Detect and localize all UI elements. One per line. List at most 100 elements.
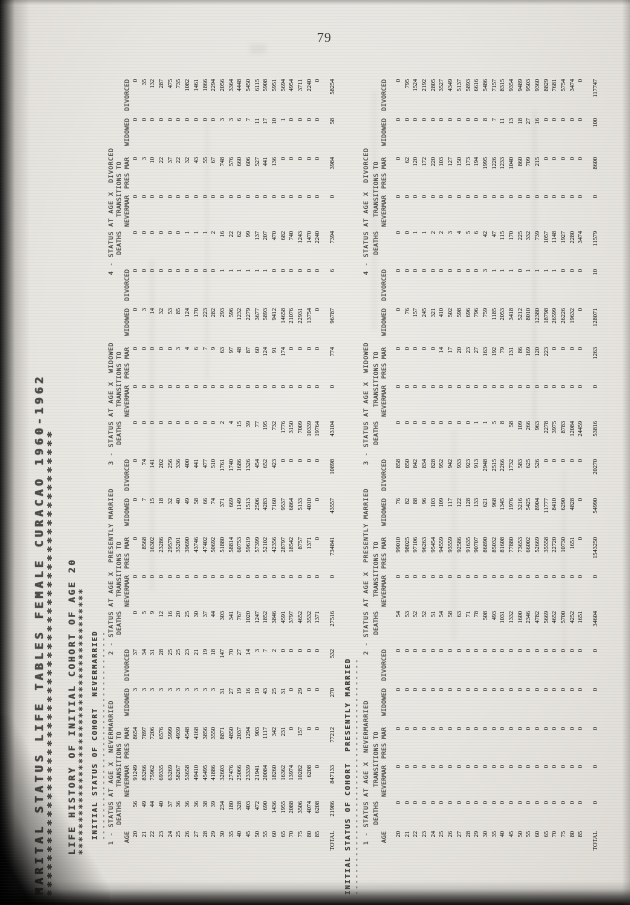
total-cell: 0 [591, 385, 599, 389]
table-cell: 0 [395, 575, 402, 579]
table-cell: 0 [568, 269, 576, 273]
table-cell: 0 [490, 575, 498, 579]
table-cell: 0 [429, 269, 437, 273]
table-cell: 2053 [499, 308, 507, 321]
table-cell: 0 [166, 118, 174, 122]
table-cell: 0 [395, 385, 402, 389]
table-cell: 0 [447, 195, 455, 199]
table-cell: 0 [577, 765, 585, 769]
table-cell: 0 [534, 649, 541, 653]
table-cell: 0 [395, 727, 402, 731]
table-cell: 7206 [149, 727, 157, 740]
total-cell: 0 [591, 765, 599, 769]
widowed-column-header: WIDOWED [124, 308, 131, 336]
table-cell: 73653 [516, 537, 524, 553]
table-cell: 67 [210, 157, 218, 164]
table-cell: 120 [412, 157, 420, 167]
table-cell: 0 [464, 649, 472, 653]
table-cell: 91635 [464, 537, 472, 553]
table-cell: 192 [490, 347, 498, 357]
table-cell: 0 [507, 195, 515, 199]
table-cell: 14 [244, 649, 252, 656]
widowed-column-header: WIDOWED [381, 688, 388, 716]
table-cell: 0 [499, 649, 507, 653]
table-cell: 0 [158, 347, 166, 351]
table-cell: 0 [262, 575, 270, 579]
table-cell: 0 [253, 385, 261, 389]
table-cell: 3 [175, 688, 183, 692]
table-cell: 0 [429, 765, 437, 769]
table-cell: 0 [297, 385, 305, 389]
table-cell: 17 [447, 347, 455, 354]
deaths-column-header: DEATHS [116, 611, 123, 635]
table-cell: 0 [577, 459, 585, 463]
table-cell: 5450 [244, 79, 252, 92]
table-cell: 6 [236, 118, 244, 122]
table-cell: 625 [525, 459, 533, 469]
table-cell: 0 [314, 727, 322, 731]
table-cell: 0 [279, 575, 287, 579]
table-cell: 0 [577, 537, 585, 541]
table-cell: 5212 [516, 308, 524, 321]
table-cell: 23 [464, 347, 472, 354]
table-cell: 0 [551, 688, 559, 692]
table-cell: 58 [192, 498, 200, 505]
total-cell: 0 [591, 727, 599, 731]
table-cell: 1 [262, 269, 270, 273]
table-cell: 454 [253, 459, 261, 469]
table-cell: 0 [560, 347, 568, 351]
table-cell: 35201 [175, 537, 183, 553]
table-cell: 0 [236, 385, 244, 389]
table-cell: 0 [227, 195, 235, 199]
table-cell: 223 [542, 347, 550, 357]
table-cell: 0 [158, 195, 166, 199]
total-cell: 6 [328, 269, 336, 273]
table-cell: 0 [236, 575, 244, 579]
total-cell: 96787 [328, 308, 336, 324]
table-cell: 0 [175, 269, 183, 273]
table-cell: 5999 [166, 727, 174, 740]
table-cell: 1761 [218, 459, 226, 472]
table-cell: 1 [253, 269, 261, 273]
table-cell: 0 [464, 765, 472, 769]
table-cell: 6576 [158, 727, 166, 740]
table-cell: 103 [429, 498, 437, 508]
table-cell: 70 [227, 649, 235, 656]
table-cell: 0 [403, 195, 411, 199]
table-cell: 8871 [218, 727, 226, 740]
table-cell: 62 [403, 157, 411, 164]
table-cell: 596 [227, 308, 235, 318]
table-cell: 0 [542, 385, 550, 389]
table-cell: 0 [499, 195, 507, 199]
table-cell: 2037 [236, 727, 244, 740]
table-cell: 85 [175, 308, 183, 315]
table-cell: 18 [516, 118, 524, 125]
table-cell: 0 [297, 269, 305, 273]
table-cell: 0 [305, 459, 313, 463]
table-cell: 7681 [551, 79, 559, 92]
table-cell: 3418 [507, 308, 515, 321]
page-number: 79 [317, 30, 332, 45]
table-cell: 5908 [262, 79, 270, 92]
table-cell: 0 [314, 498, 322, 502]
table-cell: 4448 [236, 79, 244, 92]
pres-mar-column-header: PRES MAR [381, 537, 388, 569]
table-cell: 0 [577, 157, 585, 161]
table-cell: 0 [542, 459, 550, 463]
table-cell: 0 [551, 347, 559, 351]
table-cell: 923 [464, 459, 472, 469]
table-cell: 0 [542, 727, 550, 731]
deaths-column-header: DEATHS [373, 611, 380, 635]
table-cell: 5951 [271, 79, 278, 92]
table-cell: 1866 [201, 79, 209, 92]
table-cell: 0 [297, 575, 305, 579]
table-cell: 6616 [473, 79, 481, 92]
table-cell: 32 [158, 308, 166, 315]
table-cell: 0 [175, 195, 183, 199]
nevermar-column-header: NEVERMAR [124, 385, 131, 417]
table-cell: 0 [244, 385, 252, 389]
table-cell: 31 [149, 649, 157, 656]
table-cell: 860 [516, 157, 524, 167]
